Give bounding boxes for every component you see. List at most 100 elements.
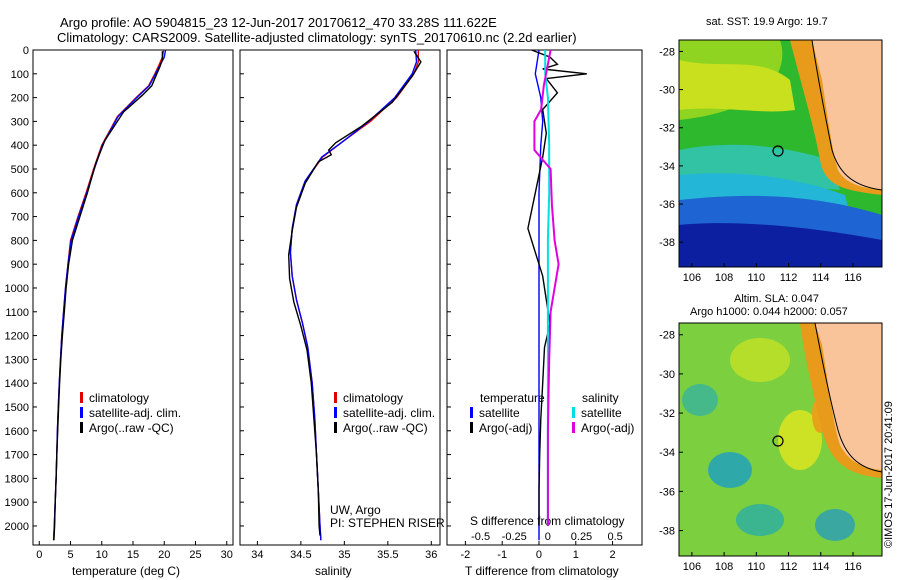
temp-legend-argo-swatch: [80, 422, 83, 433]
depth-tick-label: 1900: [5, 497, 29, 509]
diff-legend-s-sat: satellite: [572, 407, 622, 419]
map-lon-tick-label: 112: [780, 561, 798, 573]
diff-legend-s-argo-swatch: [572, 422, 575, 433]
diff-s-tick-label: -0.5: [471, 531, 490, 543]
depth-tick-label: 2000: [5, 521, 29, 533]
sal-legend-argo: Argo(..raw -QC): [334, 422, 428, 434]
diff-xlabel: T difference from climatology: [465, 564, 619, 578]
diff-legend-t-argo: Argo(-adj): [470, 422, 532, 434]
sst-land: [812, 40, 882, 190]
diff-t-tick-label: 1: [573, 549, 579, 561]
argo-height-label: Argo h1000: 0.044 h2000: 0.057: [690, 306, 848, 318]
sst-label: sat. SST: 19.9 Argo: 19.7: [706, 16, 828, 28]
sal-series-line: [289, 50, 419, 541]
depth-tick-label: 1000: [5, 283, 29, 295]
sal-legend-sat: satellite-adj. clim.: [334, 407, 435, 419]
depth-tick-label: 1700: [5, 450, 29, 462]
map-lon-tick-label: 116: [844, 561, 862, 573]
depth-tick-label: 800: [11, 235, 29, 247]
diff-legend-s-argo: Argo(-adj): [572, 422, 634, 434]
diff-legend-t-sat: satellite: [470, 407, 520, 419]
sst-map-frame: [678, 39, 883, 268]
sla-label: Altim. SLA: 0.047: [734, 293, 819, 305]
diff-s-tick-label: 0: [545, 531, 551, 543]
depth-tick-label: 500: [11, 164, 29, 176]
sal-credit-2: PI: STEPHEN RISER: [330, 516, 445, 530]
depth-tick-label: 1800: [5, 473, 29, 485]
sal-xlabel: salinity: [315, 564, 352, 578]
depth-tick-label: 200: [11, 93, 29, 105]
temp-x-tick-label: 25: [189, 549, 201, 561]
temp-plot: 0100200300400500600700800900100011001200…: [5, 45, 233, 561]
climatology-title: Climatology: CARS2009. Satellite-adjuste…: [57, 30, 577, 45]
depth-tick-label: 1300: [5, 354, 29, 366]
map-lat-tick-label: -34: [659, 161, 675, 173]
depth-tick-label: 1100: [5, 307, 29, 319]
sal-x-tick-label: 35: [338, 549, 350, 561]
sal-plot: 34 34.5 35 35.5 36: [240, 49, 437, 561]
map-lat-tick-label: -30: [659, 369, 675, 381]
sla-high-region-2: [778, 410, 822, 470]
map-lon-tick-label: 108: [715, 561, 733, 573]
sst-yellow-band: [679, 60, 795, 112]
profile-title: Argo profile: AO 5904815_23 12-Jun-2017 …: [60, 15, 497, 30]
depth-tick-label: 1500: [5, 402, 29, 414]
map-lon-tick-label: 114: [812, 561, 830, 573]
sal-x-tick-label: 36: [425, 549, 437, 561]
map-lon-tick-label: 116: [844, 272, 862, 284]
diff-t-tick-label: -1: [497, 549, 507, 561]
sla-map: [679, 323, 882, 556]
temp-x-tick-label: 20: [158, 549, 170, 561]
map-lat-tick-label: -36: [659, 199, 675, 211]
sla-low-eddy-1: [708, 452, 752, 488]
diff-t-tick-label: -2: [461, 549, 471, 561]
depth-tick-label: 600: [11, 188, 29, 200]
diff-t-tick-label: 0: [536, 549, 542, 561]
temp-xlabel: temperature (deg C): [72, 564, 181, 578]
diff-series-line: [534, 49, 544, 541]
temp-series-line: [52, 49, 165, 541]
map-lon-tick-label: 108: [715, 272, 733, 284]
depth-tick-label: 900: [11, 259, 29, 271]
sal-legend-clim: climatology: [334, 392, 403, 404]
diff-plot: -2 -1 0 1 2 -0.5 -0.25 0 0.25 0.5: [447, 49, 623, 561]
sla-land: [815, 323, 882, 470]
sal-credit-1: UW, Argo: [330, 503, 381, 517]
temp-series-line: [52, 49, 167, 541]
depth-tick-label: 1600: [5, 426, 29, 438]
sal-legend-argo-swatch: [334, 422, 337, 433]
diff-series-line: [527, 49, 587, 526]
sal-legend-sat-swatch: [334, 407, 337, 418]
map-lon-tick-label: 110: [748, 272, 766, 284]
depth-tick-label: 1200: [5, 331, 29, 343]
temp-x-tick-label: 30: [221, 549, 233, 561]
diff-s-tick-label: 0.5: [607, 531, 622, 543]
map-lat-tick-label: -34: [659, 447, 675, 459]
sla-map-frame: [678, 322, 883, 557]
sst-map: [679, 40, 882, 267]
sst-argo-marker: [772, 145, 784, 157]
map-lon-tick-label: 106: [683, 272, 701, 284]
sla-high-region-1: [730, 338, 790, 382]
temp-legend-clim: climatology: [80, 392, 149, 404]
map-lat-tick-label: -38: [659, 237, 675, 249]
sla-coastline: [814, 323, 882, 473]
map-lat-tick-label: -28: [659, 46, 675, 58]
temp-x-tick-label: 15: [127, 549, 139, 561]
temp-legend-argo: Argo(..raw -QC): [80, 422, 174, 434]
diff-t-tick-label: 2: [610, 549, 616, 561]
map-lat-tick-label: -32: [659, 408, 675, 420]
sal-x-tick-label: 34: [251, 549, 263, 561]
temp-x-tick-label: 10: [96, 549, 108, 561]
depth-tick-label: 300: [11, 116, 29, 128]
map-lon-tick-label: 106: [683, 561, 701, 573]
temp-x-tick-label: 5: [67, 549, 73, 561]
diff-s-tick-label: -0.25: [502, 531, 527, 543]
diff-legend-t-head: temperature: [480, 391, 545, 405]
map-ticks: 106 108 110 112 114 116 -28 -30 -32 -34 -36 -38 106 1…: [659, 46, 862, 573]
sla-low-eddy-3: [682, 384, 718, 416]
depth-tick-label: 700: [11, 212, 29, 224]
temp-panel-frame: [32, 49, 234, 546]
map-lon-tick-label: 110: [748, 561, 766, 573]
